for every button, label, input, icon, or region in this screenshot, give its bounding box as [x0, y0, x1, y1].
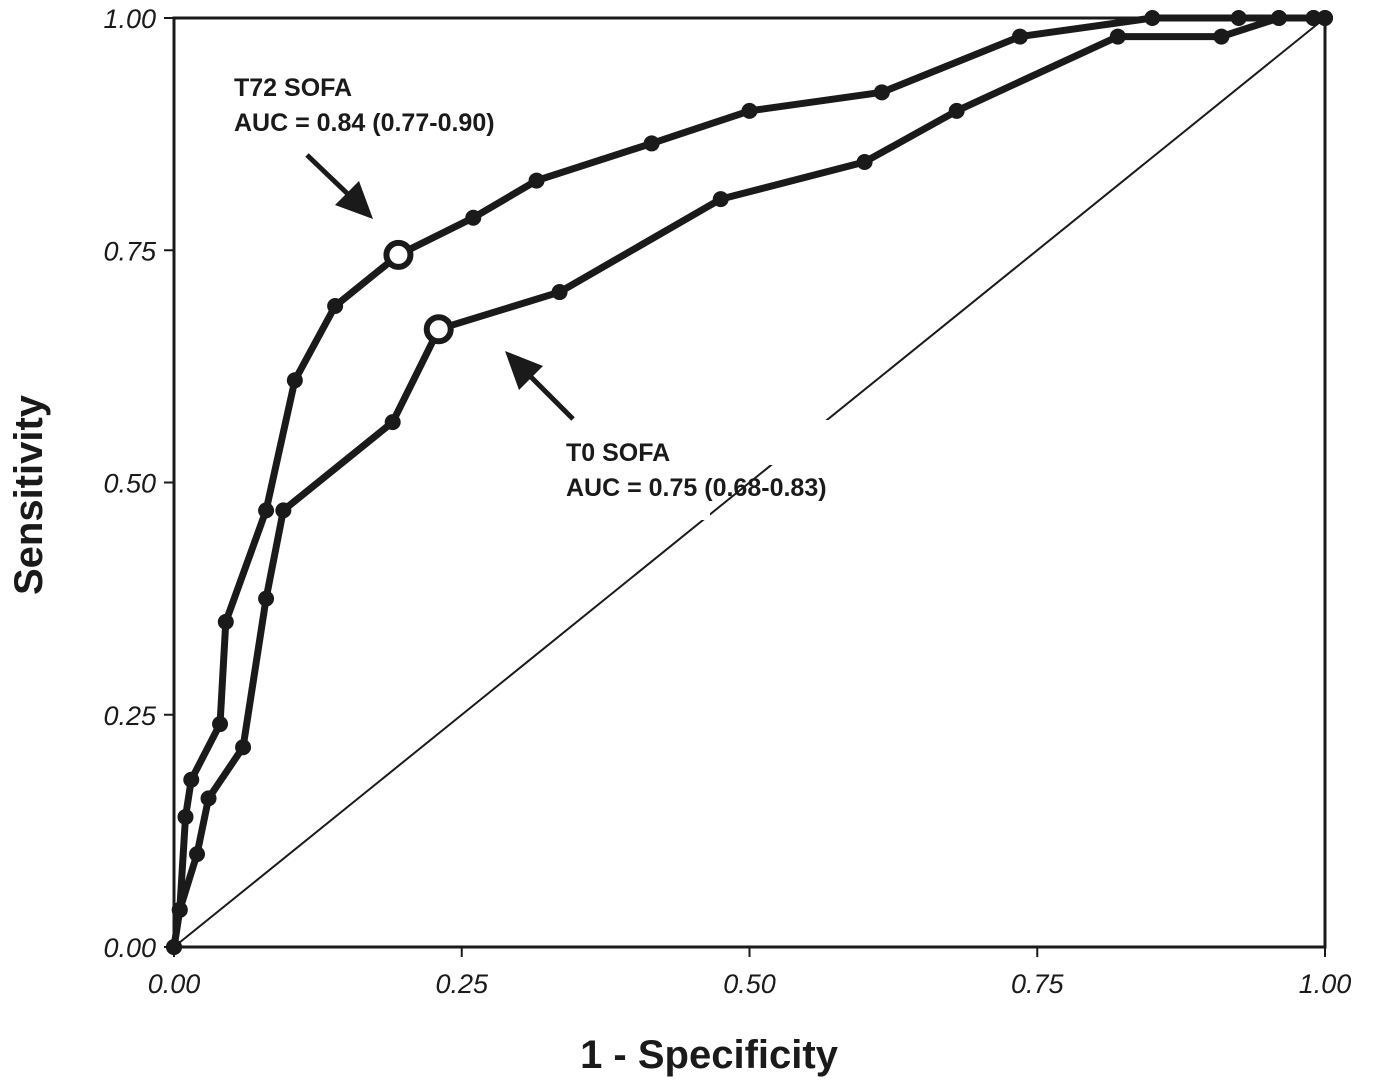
y-tick-label: 0.25 — [103, 701, 157, 731]
data-point-t0-sofa — [384, 414, 401, 431]
data-point-t72-sofa — [217, 613, 234, 630]
reference-line-gap-lower — [680, 465, 710, 520]
annotation-t0: T0 SOFA AUC = 0.75 (0.68-0.83) — [505, 351, 827, 502]
x-tick-label: 0.50 — [723, 969, 776, 999]
data-point-t0-sofa — [1270, 10, 1287, 26]
data-point-t0-sofa — [171, 901, 188, 918]
annotation-t0-arrow-head — [505, 351, 543, 390]
data-point-t72-sofa — [1144, 10, 1161, 26]
annotation-t0-auc: AUC = 0.75 (0.68-0.83) — [566, 474, 827, 502]
cutoff-point-t0-sofa — [423, 314, 454, 345]
annotation-t72-arrow-shaft — [305, 153, 354, 200]
x-tick-label: 1.00 — [1299, 969, 1352, 999]
annotation-t72-auc: AUC = 0.84 (0.77-0.90) — [234, 109, 495, 137]
y-axis-title: Sensitivity — [7, 394, 51, 595]
y-tick-label: 0.75 — [103, 236, 157, 266]
data-point-t0-sofa — [1305, 10, 1322, 26]
data-point-t0-sofa — [712, 191, 729, 208]
annotation-t0-arrow-shaft — [523, 369, 575, 421]
cutoff-point-t72-sofa — [383, 239, 414, 270]
data-point-t72-sofa — [873, 84, 890, 101]
y-tick-label: 1.00 — [103, 4, 156, 34]
data-point-t72-sofa — [643, 135, 660, 152]
data-point-t72-sofa — [327, 297, 344, 314]
data-point-t0-sofa — [551, 284, 568, 301]
data-point-t72-sofa — [528, 172, 545, 189]
data-point-t72-sofa — [1011, 28, 1028, 45]
data-point-t72-sofa — [1230, 10, 1247, 26]
reference-line-gap-upper — [760, 420, 830, 465]
annotation-t72: T72 SOFA AUC = 0.84 (0.77-0.90) — [234, 74, 495, 219]
x-tick-label: 0.25 — [435, 969, 489, 999]
data-point-t72-sofa — [465, 209, 482, 226]
data-point-t0-sofa — [235, 739, 252, 756]
x-axis-title: 1 - Specificity — [580, 1033, 839, 1077]
data-point-t0-sofa — [1317, 10, 1333, 26]
data-point-t72-sofa — [177, 808, 194, 825]
data-point-t72-sofa — [183, 771, 200, 788]
annotation-t0-title: T0 SOFA — [566, 439, 670, 467]
data-point-t0-sofa — [1213, 28, 1230, 45]
x-tick-label: 0.75 — [1011, 969, 1065, 999]
data-point-t0-sofa — [856, 153, 873, 170]
data-point-t0-sofa — [948, 102, 965, 119]
annotation-t72-title: T72 SOFA — [234, 74, 352, 102]
x-axis-ticks: 0.00 0.25 0.50 0.75 1.00 — [148, 947, 1352, 999]
data-point-t0-sofa — [189, 846, 206, 863]
series-layer — [166, 10, 1333, 955]
annotation-t72-arrow-head — [335, 181, 373, 219]
y-tick-label: 0.00 — [103, 933, 156, 963]
reference-diagonal-line — [173, 17, 1326, 948]
data-point-t72-sofa — [741, 102, 758, 119]
data-point-t0-sofa — [1109, 28, 1126, 45]
data-point-t0-sofa — [258, 590, 275, 607]
x-tick-label: 0.00 — [148, 969, 201, 999]
data-point-t72-sofa — [258, 502, 275, 519]
series-line-t0-sofa — [170, 14, 1329, 951]
data-point-t72-sofa — [286, 372, 303, 389]
y-tick-label: 0.50 — [103, 469, 156, 499]
data-point-t72-sofa — [212, 716, 229, 733]
y-axis-ticks: 0.00 0.25 0.50 0.75 1.00 — [103, 4, 174, 963]
data-point-t0-sofa — [166, 939, 182, 955]
data-point-t0-sofa — [275, 502, 292, 519]
data-point-t0-sofa — [200, 790, 217, 807]
